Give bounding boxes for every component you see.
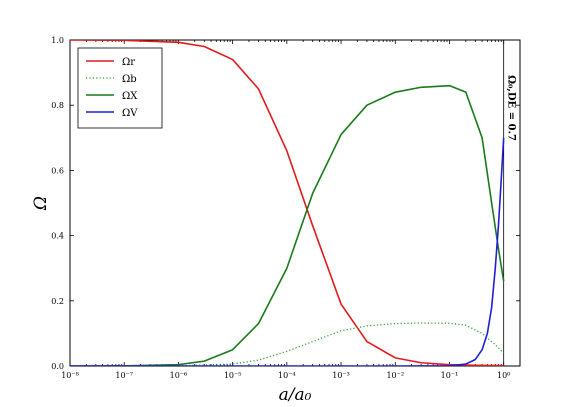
x-tick-label: 10⁰ [497,371,510,380]
legend-label: ΩV [122,108,138,119]
y-axis-label: Ω [31,196,51,211]
x-tick-label: 10⁻³ [332,371,350,380]
series-line-3 [70,137,505,366]
series-line-2 [70,84,505,366]
legend-label: ΩX [122,91,138,102]
x-tick-label: 10⁻⁶ [170,371,188,380]
x-tick-label: 10⁻¹ [441,371,459,380]
x-tick-label: 10⁻⁷ [115,371,133,380]
y-tick-label: 0.8 [51,101,64,110]
x-tick-label: 10⁻⁸ [61,371,79,380]
legend-box [77,47,163,129]
series-group [70,40,505,366]
y-tick-label: 0.2 [51,297,64,306]
x-tick-label: 10⁻² [386,371,404,380]
series-line-0 [70,40,504,366]
y-tick-label: 1.0 [51,36,64,45]
y-tick-label: 0.6 [51,166,64,175]
omega-de-annotation: Ω₀,DE = 0.7 [506,75,517,141]
x-axis-label: a/a₀ [279,385,312,405]
plot-area: 10⁻⁸ 10⁻⁷ 10⁻⁶ 10⁻⁵ 10⁻⁴ 10⁻³ 10⁻² 10⁻¹ 10⁰ 0.0 0.… [31,36,521,405]
legend-label: Ωb [122,74,137,85]
x-tick-label: 10⁻⁵ [224,371,242,380]
x-tick-label: 10⁻⁴ [278,371,296,380]
y-tick-label: 0.0 [51,362,64,371]
legend: Ωr Ωb ΩX ΩV [77,47,163,129]
series-line-1 [70,322,505,366]
y-tick-label: 0.4 [51,232,64,241]
legend-label: Ωr [122,57,135,68]
